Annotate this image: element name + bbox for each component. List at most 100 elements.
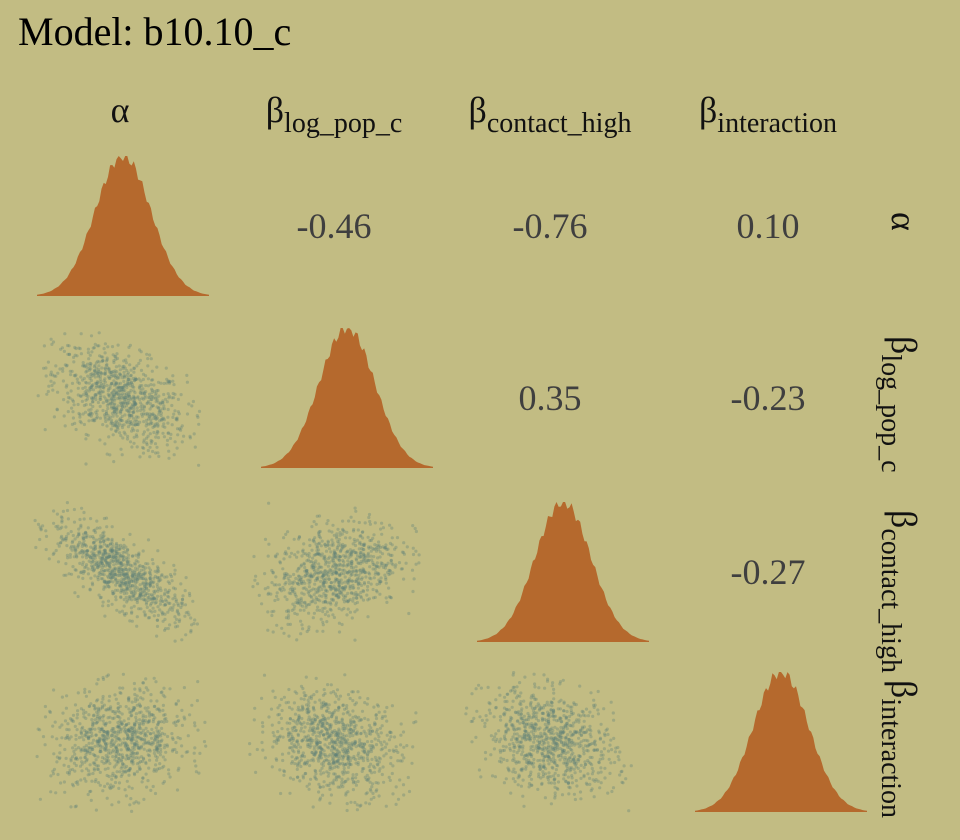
scatter-point <box>109 372 113 376</box>
scatter-point <box>499 718 503 722</box>
scatter-point <box>369 749 374 754</box>
scatter-point <box>374 570 378 575</box>
scatter-point <box>124 545 128 549</box>
scatter-point <box>369 746 373 750</box>
scatter-point <box>618 750 622 754</box>
scatter-point <box>384 596 388 600</box>
scatter-point <box>43 428 47 432</box>
scatter-point <box>91 723 95 727</box>
scatter-point <box>132 405 136 409</box>
scatter-point <box>304 568 308 572</box>
scatter-point <box>110 569 114 574</box>
scatter-point <box>579 797 583 801</box>
scatter-point <box>113 557 117 561</box>
scatter-point <box>96 566 100 570</box>
scatter-point <box>73 752 77 756</box>
scatter-point <box>354 509 358 513</box>
scatter-point <box>56 542 60 546</box>
scatter-point <box>142 797 146 802</box>
scatter-point <box>114 552 118 556</box>
scatter-point <box>127 707 131 711</box>
correlation-beta_log_pop_c-beta_contact_high: 0.35 <box>519 378 582 418</box>
scatter-point <box>83 390 87 394</box>
scatter-point <box>364 560 369 565</box>
scatter-point <box>337 541 341 545</box>
scatter-point <box>137 565 141 569</box>
scatter-point <box>378 757 382 761</box>
scatter-point <box>104 560 108 564</box>
scatter-point <box>111 545 115 549</box>
scatter-point <box>337 568 341 572</box>
scatter-point <box>103 551 107 555</box>
scatter-point <box>142 404 146 408</box>
scatter-point <box>92 713 96 717</box>
scatter-point <box>281 735 285 739</box>
scatter-point <box>326 557 330 561</box>
scatter-point <box>161 599 165 604</box>
scatter-point <box>599 781 603 785</box>
scatter-point <box>609 700 613 704</box>
scatter-point <box>297 715 301 719</box>
scatter-point <box>267 542 271 546</box>
scatter-point <box>538 726 542 730</box>
scatter-point <box>91 560 95 564</box>
scatter-point <box>112 406 116 410</box>
scatter-point <box>141 590 145 594</box>
scatter-point <box>105 561 109 565</box>
scatter-point <box>156 423 160 427</box>
scatter-point <box>106 736 110 740</box>
scatter-point <box>248 742 252 746</box>
scatter-point <box>152 676 156 680</box>
scatter-point <box>70 719 74 723</box>
scatter-point <box>184 576 188 580</box>
scatter-point <box>309 741 313 745</box>
scatter-point <box>340 532 344 536</box>
scatter-point <box>331 523 335 527</box>
scatter-point <box>375 590 379 594</box>
scatter-point <box>73 353 77 357</box>
scatter-point <box>89 556 93 560</box>
scatter-point <box>109 542 113 546</box>
scatter-point <box>117 418 122 422</box>
scatter-point <box>332 564 336 568</box>
scatter-point <box>337 630 342 634</box>
scatter-point <box>152 704 156 709</box>
scatter-point <box>138 767 142 771</box>
scatter-point <box>193 445 197 449</box>
scatter-point <box>84 403 88 407</box>
scatter-point <box>366 580 371 585</box>
scatter-point <box>379 561 383 565</box>
scatter-point <box>131 580 135 584</box>
scatter-point <box>124 556 128 560</box>
scatter-point <box>197 463 201 467</box>
scatter-point <box>92 419 96 423</box>
scatter-point <box>366 584 370 589</box>
scatter-point <box>340 780 344 784</box>
scatter-point <box>170 608 174 612</box>
scatter-point <box>121 436 125 440</box>
scatter-point <box>385 719 389 723</box>
scatter-point <box>128 568 132 572</box>
scatter-point <box>350 551 354 555</box>
scatter-point <box>158 753 162 757</box>
scatter-point <box>114 546 118 550</box>
scatter-point <box>91 383 95 387</box>
scatter-beta_log_pop_c-vs-alpha <box>36 331 202 467</box>
scatter-point <box>301 627 305 631</box>
scatter-point <box>96 553 100 557</box>
scatter-point <box>89 545 93 549</box>
scatter-point <box>163 717 167 721</box>
scatter-point <box>141 577 145 581</box>
scatter-point <box>120 712 124 716</box>
scatter-point <box>350 591 354 595</box>
scatter-point <box>125 563 129 567</box>
scatter-point <box>344 771 348 775</box>
scatter-point <box>152 589 156 593</box>
scatter-point <box>74 548 78 552</box>
scatter-point <box>128 420 132 425</box>
scatter-point <box>362 729 366 733</box>
scatter-point <box>299 577 303 582</box>
scatter-point <box>98 540 102 544</box>
scatter-point <box>133 773 137 777</box>
scatter-point <box>142 420 146 424</box>
